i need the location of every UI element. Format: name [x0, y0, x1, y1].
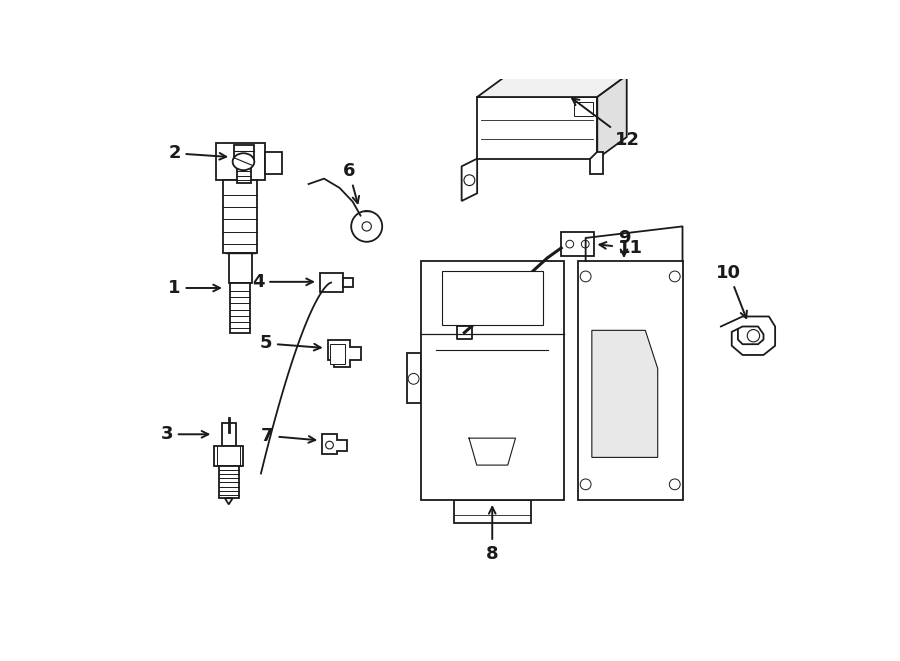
- Circle shape: [509, 471, 522, 483]
- Text: 8: 8: [486, 507, 499, 563]
- Text: 5: 5: [260, 334, 320, 352]
- Circle shape: [351, 211, 382, 242]
- Bar: [574, 102, 592, 116]
- Polygon shape: [225, 498, 232, 504]
- Circle shape: [580, 479, 591, 490]
- Bar: [221, 423, 236, 446]
- Circle shape: [486, 471, 499, 483]
- Polygon shape: [590, 153, 604, 174]
- Bar: [562, 232, 594, 256]
- Bar: [578, 261, 682, 500]
- Bar: [229, 253, 252, 283]
- Text: 7: 7: [261, 427, 315, 445]
- Circle shape: [566, 240, 573, 248]
- Circle shape: [580, 271, 591, 282]
- Polygon shape: [477, 97, 598, 159]
- Circle shape: [581, 240, 590, 248]
- Bar: [219, 466, 238, 498]
- Bar: [230, 283, 250, 332]
- Bar: [234, 145, 255, 163]
- Polygon shape: [592, 330, 658, 457]
- Circle shape: [463, 471, 475, 483]
- Ellipse shape: [232, 153, 255, 170]
- Polygon shape: [462, 159, 477, 201]
- Bar: [454, 500, 531, 523]
- Text: 12: 12: [572, 98, 641, 149]
- Text: 9: 9: [617, 229, 630, 256]
- Text: 6: 6: [343, 162, 359, 203]
- Bar: [320, 274, 344, 292]
- Bar: [442, 271, 543, 325]
- Polygon shape: [322, 434, 346, 454]
- Text: 10: 10: [716, 264, 747, 318]
- Text: 1: 1: [168, 279, 220, 297]
- Circle shape: [409, 373, 419, 384]
- Circle shape: [670, 271, 680, 282]
- Circle shape: [464, 175, 475, 186]
- Bar: [223, 180, 257, 253]
- Polygon shape: [598, 75, 626, 159]
- Bar: [344, 278, 353, 288]
- Circle shape: [326, 442, 333, 449]
- Bar: [329, 344, 345, 364]
- Bar: [216, 143, 266, 180]
- Text: 11: 11: [599, 239, 643, 257]
- Circle shape: [670, 479, 680, 490]
- Text: 4: 4: [252, 273, 313, 291]
- Bar: [266, 153, 283, 174]
- Text: 2: 2: [168, 144, 226, 162]
- Bar: [238, 163, 251, 183]
- Bar: [214, 446, 244, 466]
- Circle shape: [362, 222, 372, 231]
- Circle shape: [747, 330, 760, 342]
- Bar: [407, 354, 420, 403]
- Bar: [420, 261, 564, 500]
- Polygon shape: [328, 340, 361, 368]
- Polygon shape: [477, 75, 626, 97]
- Text: 3: 3: [160, 425, 208, 444]
